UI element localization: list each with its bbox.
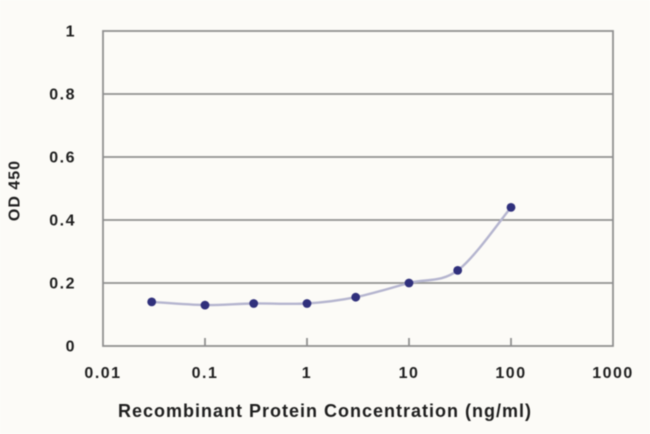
y-tick-label: 0 [66,339,76,356]
x-tick-label: 0.1 [192,365,219,382]
y-tick-label: 0.8 [49,87,76,104]
y-tick-label: 0.4 [49,213,76,230]
y-tick-label: 0.6 [49,150,76,167]
x-tick-label: 1000 [592,365,634,382]
data-point [249,299,259,308]
data-point [200,300,210,310]
y-tick-label: 1 [66,24,76,41]
data-point [147,297,157,307]
x-tick-label: 1 [302,365,312,382]
data-point [351,292,361,302]
x-axis-title: Recombinant Protein Concentration (ng/ml… [117,401,532,421]
data-point [506,203,516,212]
x-tick-label: 10 [399,365,420,382]
data-point [404,278,414,288]
plot-border [102,30,614,347]
y-axis-title: OD 450 [6,159,24,222]
x-tick-label: 100 [495,365,526,382]
data-point [453,266,463,275]
data-line [150,206,513,307]
x-tick-label: 0.01 [84,365,121,382]
data-point [302,299,312,308]
y-tick-label: 0.2 [49,276,76,293]
